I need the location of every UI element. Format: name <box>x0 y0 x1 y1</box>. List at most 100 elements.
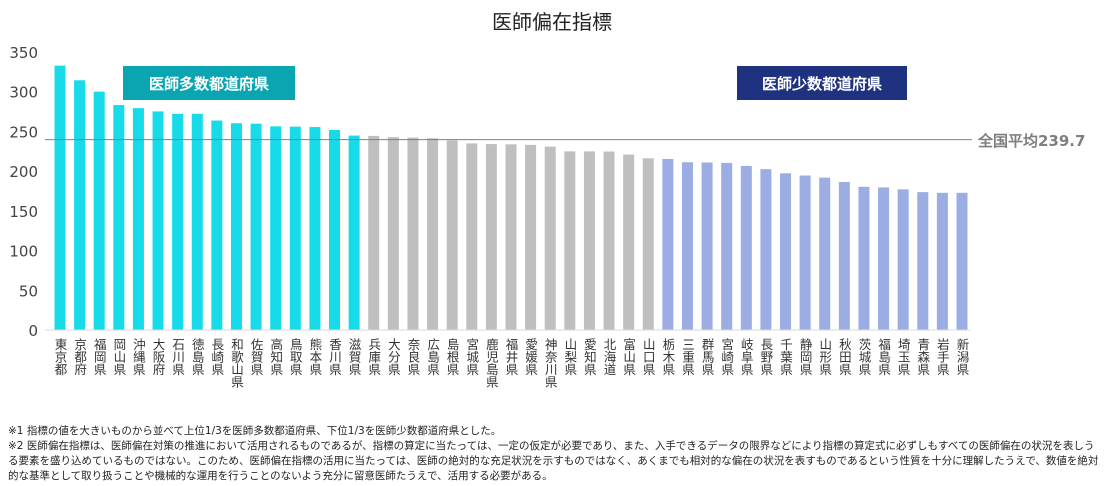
bar <box>113 105 125 330</box>
bar <box>132 108 144 330</box>
footnote-1: ※1 指標の値を大きいものから並べて上位1/3を医師多数都道府県、下位1/3を医… <box>8 425 502 437</box>
bar <box>368 135 380 330</box>
x-tick-label: 福島県 <box>876 338 892 376</box>
bar <box>917 192 929 330</box>
bar <box>780 173 792 330</box>
bar <box>505 144 517 330</box>
x-tick-label: 岐阜県 <box>738 338 754 376</box>
x-tick-label: 奈良県 <box>405 338 421 376</box>
y-tick-label: 300 <box>9 84 38 102</box>
x-tick-label: 熊本県 <box>307 338 323 376</box>
bar <box>309 127 321 330</box>
x-tick-label: 新潟県 <box>954 338 970 376</box>
bar <box>230 123 242 330</box>
x-tick-label: 山形県 <box>817 338 833 376</box>
bar <box>878 187 890 330</box>
y-tick-label: 150 <box>9 203 38 221</box>
x-tick-label: 香川県 <box>327 338 343 376</box>
x-tick-label: 宮崎県 <box>719 338 735 376</box>
x-tick-label: 東京都 <box>52 338 68 376</box>
x-tick-label: 大分県 <box>385 338 401 376</box>
bar <box>289 126 301 330</box>
bar <box>623 154 635 330</box>
bar <box>172 113 184 330</box>
bar <box>485 144 497 330</box>
bar <box>681 162 693 330</box>
bar <box>387 137 399 330</box>
bar <box>250 123 262 330</box>
bar <box>583 151 595 330</box>
y-tick-label: 100 <box>9 243 38 261</box>
footnote-2: ※2 医師偏在指標は、医師偏在対策の推進において活用されるものであるが、指標の算… <box>8 440 1099 482</box>
x-tick-label: 石川県 <box>170 338 186 376</box>
bar <box>427 138 439 330</box>
y-tick-label: 0 <box>28 322 38 340</box>
y-tick-label: 350 <box>9 44 38 62</box>
bar <box>525 144 537 330</box>
x-tick-label: 大阪府 <box>150 338 166 376</box>
bar <box>191 113 203 330</box>
x-tick-label: 富山県 <box>621 338 637 376</box>
y-tick-label: 200 <box>9 163 38 181</box>
x-tick-label: 鹿児島県 <box>483 338 499 388</box>
average-label: 全国平均239.7 <box>978 131 1086 150</box>
x-tick-label: 長崎県 <box>209 338 225 376</box>
bar <box>819 177 831 330</box>
bar-chart: 0 50 100 150 200 250 300 350 <box>9 44 972 340</box>
bar <box>701 162 713 330</box>
chart-title: 医師偏在指標 <box>492 10 612 34</box>
bar <box>54 65 66 330</box>
x-tick-label: 青森県 <box>915 338 931 376</box>
bar <box>603 151 615 330</box>
bar <box>760 169 772 330</box>
bar <box>564 151 576 330</box>
bar <box>329 129 341 330</box>
bar <box>211 120 223 330</box>
x-tick-label: 徳島県 <box>189 338 205 376</box>
bar <box>897 189 909 330</box>
bar <box>740 165 752 330</box>
bar <box>936 192 948 330</box>
bar <box>956 192 968 330</box>
few-doctors-label: 医師少数都道府県 <box>737 66 907 100</box>
x-tick-label: 静岡県 <box>797 338 813 376</box>
x-tick-label: 和歌山県 <box>228 338 244 388</box>
x-tick-label: 神奈川県 <box>542 338 558 388</box>
x-tick-label: 鳥取県 <box>287 338 303 376</box>
bar <box>799 175 811 330</box>
bar <box>838 182 850 330</box>
x-tick-label: 山口県 <box>640 338 656 376</box>
bar <box>466 143 478 330</box>
bar <box>544 146 556 330</box>
x-tick-label: 茨城県 <box>856 338 872 376</box>
x-tick-label: 島根県 <box>444 338 460 376</box>
bar <box>446 140 458 330</box>
many-doctors-label: 医師多数都道府県 <box>123 66 295 100</box>
x-tick-label: 山梨県 <box>562 338 578 376</box>
x-tick-label: 埼玉県 <box>895 338 911 376</box>
x-tick-label: 岩手県 <box>934 338 950 376</box>
bar <box>662 158 674 330</box>
x-tick-label: 愛媛県 <box>523 338 539 376</box>
bar <box>93 91 105 330</box>
footnotes: ※1 指標の値を大きいものから並べて上位1/3を医師多数都道府県、下位1/3を医… <box>8 424 1100 484</box>
x-tick-label: 兵庫県 <box>366 338 382 376</box>
x-tick-label: 福井県 <box>503 338 519 376</box>
bar <box>858 186 870 330</box>
x-tick-label: 栃木県 <box>660 338 676 376</box>
bar <box>721 162 733 330</box>
bar <box>74 80 86 330</box>
x-tick-label: 北海道 <box>601 338 617 376</box>
y-tick-label: 250 <box>9 123 38 141</box>
x-tick-label: 沖縄県 <box>130 338 146 376</box>
x-tick-label: 三重県 <box>679 338 695 376</box>
x-tick-label: 宮城県 <box>464 338 480 376</box>
x-tick-label: 長野県 <box>758 338 774 376</box>
x-tick-label: 京都府 <box>72 338 88 376</box>
x-tick-label: 愛知県 <box>581 338 597 376</box>
x-tick-label: 高知県 <box>268 338 284 376</box>
y-tick-label: 50 <box>19 282 38 300</box>
x-tick-label: 秋田県 <box>836 338 852 376</box>
bar <box>642 158 654 330</box>
bar <box>152 111 164 331</box>
